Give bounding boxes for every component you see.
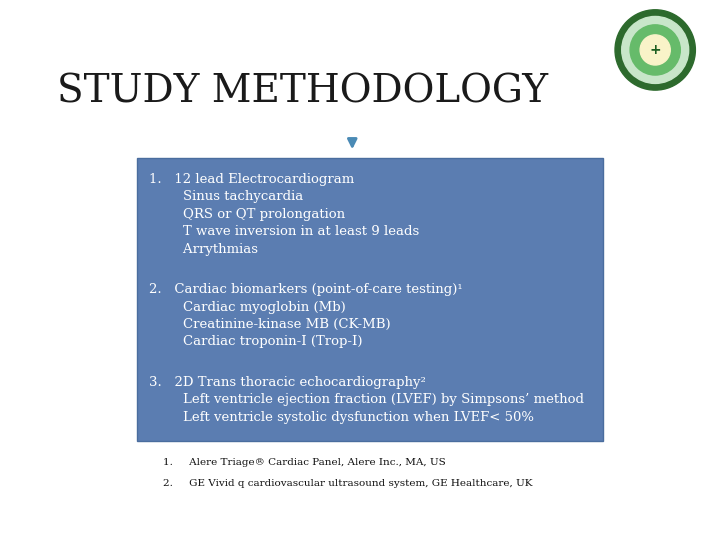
Text: Left ventricle systolic dysfunction when LVEF< 50%: Left ventricle systolic dysfunction when… [148,411,534,424]
Text: 1.     Alere Triage® Cardiac Panel, Alere Inc., MA, US: 1. Alere Triage® Cardiac Panel, Alere In… [163,458,445,467]
Text: 2.     GE Vivid q cardiovascular ultrasound system, GE Healthcare, UK: 2. GE Vivid q cardiovascular ultrasound … [163,480,532,488]
Text: 1.   12 lead Electrocardiogram: 1. 12 lead Electrocardiogram [148,173,354,186]
Text: Cardiac myoglobin (Mb): Cardiac myoglobin (Mb) [148,301,346,314]
Text: 3.   2D Trans thoracic echocardiography²: 3. 2D Trans thoracic echocardiography² [148,376,426,389]
Text: Creatinine-kinase MB (CK-MB): Creatinine-kinase MB (CK-MB) [148,318,390,331]
Circle shape [630,25,680,75]
Text: Arrythmias: Arrythmias [148,243,258,256]
FancyArrowPatch shape [348,138,356,146]
Circle shape [640,35,670,65]
Text: +: + [649,43,661,57]
Circle shape [615,10,696,90]
Text: 2.   Cardiac biomarkers (point-of-care testing)¹: 2. Cardiac biomarkers (point-of-care tes… [148,283,462,296]
Text: STUDY METHODOLOGY: STUDY METHODOLOGY [57,73,547,110]
Text: Sinus tachycardia: Sinus tachycardia [148,191,303,204]
Bar [138,158,603,441]
Text: Cardiac troponin-I (Trop-I): Cardiac troponin-I (Trop-I) [148,335,362,348]
Text: Left ventricle ejection fraction (LVEF) by Simpsons’ method: Left ventricle ejection fraction (LVEF) … [148,393,584,406]
Circle shape [621,16,688,84]
Text: QRS or QT prolongation: QRS or QT prolongation [148,208,345,221]
Text: T wave inversion in at least 9 leads: T wave inversion in at least 9 leads [148,225,419,238]
